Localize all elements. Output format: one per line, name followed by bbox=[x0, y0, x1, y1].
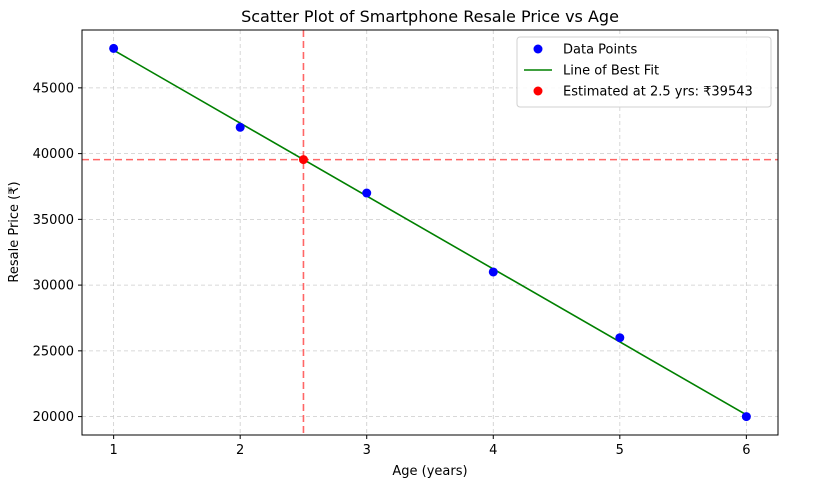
data-point bbox=[362, 188, 372, 198]
y-axis-label: Resale Price (₹) bbox=[7, 181, 22, 282]
data-point bbox=[235, 122, 245, 132]
y-tick-label: 45000 bbox=[33, 81, 74, 96]
x-tick-label: 3 bbox=[363, 443, 371, 458]
legend-marker-dot bbox=[533, 86, 543, 96]
legend-label: Line of Best Fit bbox=[563, 64, 659, 79]
legend-label: Data Points bbox=[563, 43, 637, 58]
y-tick-label: 25000 bbox=[33, 344, 74, 359]
x-tick-label: 2 bbox=[236, 443, 244, 458]
ticks: 1 2 3 4 5 6 20000 25000 30000 35000 40000 45000 bbox=[33, 81, 751, 458]
best-fit-line bbox=[113, 49, 747, 416]
legend: Data Points Line of Best Fit Estimated at … bbox=[516, 36, 772, 108]
y-tick-label: 30000 bbox=[33, 279, 74, 294]
y-tick-label: 20000 bbox=[33, 410, 74, 425]
data-point bbox=[109, 43, 119, 53]
series bbox=[109, 43, 751, 422]
data-point bbox=[488, 267, 498, 277]
x-tick-label: 1 bbox=[109, 443, 117, 458]
y-tick-label: 40000 bbox=[33, 147, 74, 162]
reference-lines bbox=[82, 30, 778, 435]
legend-label: Estimated at 2.5 yrs: ₹39543 bbox=[563, 85, 753, 100]
x-tick-label: 6 bbox=[742, 443, 750, 458]
legend-marker-dot bbox=[533, 44, 543, 54]
x-tick-label: 5 bbox=[616, 443, 624, 458]
plot-frame bbox=[81, 29, 779, 436]
chart-title: Scatter Plot of Smartphone Resale Price … bbox=[241, 7, 619, 26]
data-point bbox=[615, 333, 625, 343]
data-point bbox=[741, 412, 751, 422]
x-tick-label: 4 bbox=[489, 443, 497, 458]
grid bbox=[82, 30, 778, 435]
x-axis-label: Age (years) bbox=[392, 464, 467, 479]
y-tick-label: 35000 bbox=[33, 213, 74, 228]
legend-box bbox=[516, 36, 772, 108]
estimate-point bbox=[298, 155, 308, 165]
